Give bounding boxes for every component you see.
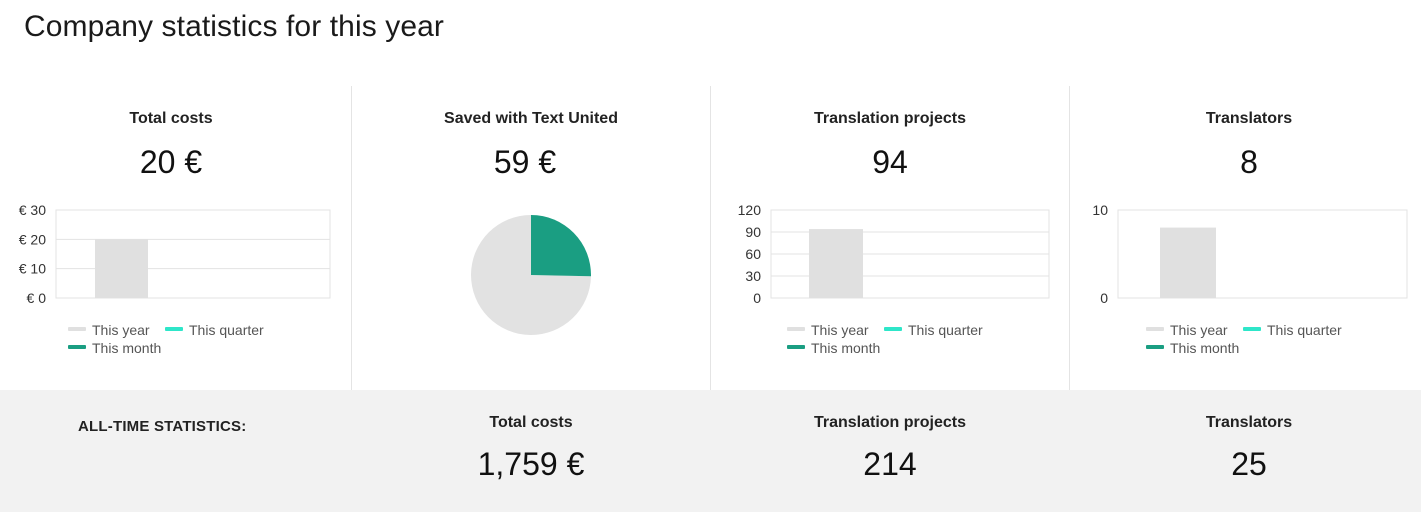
legend-item-this-year[interactable]: This year (1146, 322, 1228, 338)
costs-bar-chart: € 0 € 10 € 20 € 30 (19, 202, 331, 306)
card-title: Total costs (129, 110, 213, 127)
alltime-total-costs: Total costs 1,759 € (352, 390, 710, 512)
legend-item-this-quarter[interactable]: This quarter (1243, 322, 1342, 338)
alltime-translators: Translators 25 (1070, 390, 1421, 512)
legend-swatch (68, 345, 86, 350)
bar-this-year (1160, 227, 1216, 298)
bar-this-year (809, 229, 863, 298)
alltime-value: 1,759 € (477, 446, 585, 482)
card-value: 94 (872, 144, 908, 180)
alltime-heading: ALL-TIME STATISTICS: (78, 418, 247, 435)
y-tick-label: 90 (745, 224, 761, 240)
legend-swatch (1243, 327, 1261, 332)
projects-bar-chart: 0 30 60 90 120 (738, 202, 1050, 306)
legend-item-this-year[interactable]: This year (787, 322, 869, 338)
alltime-translation-projects: Translation projects 214 (711, 390, 1069, 512)
pie-slice-highlight (531, 215, 591, 277)
translators-bar-chart: 0 10 (1092, 202, 1408, 306)
pie-slice-rest (471, 215, 591, 335)
y-tick-label: 0 (1100, 290, 1108, 306)
card-value: 8 (1240, 144, 1258, 180)
y-tick-label: 120 (738, 202, 762, 218)
card-translation-projects: Translation projects 94 0 30 60 90 120 This … (711, 86, 1069, 390)
alltime-value: 214 (863, 446, 917, 482)
y-tick-label: € 20 (19, 231, 46, 247)
divider (710, 86, 711, 390)
legend-swatch (884, 327, 902, 332)
legend-item-this-month[interactable]: This month (68, 340, 161, 356)
card-title: Translation projects (813, 110, 967, 127)
legend-swatch (68, 327, 86, 332)
legend-item-this-quarter[interactable]: This quarter (165, 322, 264, 338)
y-tick-label: 0 (753, 290, 761, 306)
y-tick-label: € 30 (19, 202, 46, 218)
legend-item-this-year[interactable]: This year (68, 322, 150, 338)
card-title: Translators (1205, 110, 1293, 127)
alltime-label: Translation projects (813, 414, 967, 431)
legend-swatch (787, 345, 805, 350)
page-title: Company statistics for this year (24, 10, 445, 43)
legend-swatch (787, 327, 805, 332)
card-translators: Translators 8 0 10 This year This quarter… (1070, 86, 1421, 390)
legend-swatch (1146, 327, 1164, 332)
alltime-stats-bar: ALL-TIME STATISTICS: Total costs 1,759 €… (0, 390, 1421, 512)
divider (1069, 86, 1070, 390)
alltime-label: Translators (1205, 414, 1293, 431)
saved-pie-chart (471, 215, 591, 335)
legend-item-this-quarter[interactable]: This quarter (884, 322, 983, 338)
divider (351, 86, 352, 390)
y-tick-label: € 10 (19, 261, 46, 277)
y-tick-label: € 0 (27, 290, 47, 306)
alltime-value: 25 (1231, 446, 1267, 482)
alltime-label: Total costs (489, 414, 573, 431)
card-value: 59 € (493, 144, 557, 180)
card-title: Saved with Text United (444, 110, 618, 127)
card-saved: Saved with Text United 59 € (352, 86, 710, 390)
y-tick-label: 60 (745, 246, 761, 262)
legend-item-this-month[interactable]: This month (787, 340, 880, 356)
y-tick-label: 10 (1092, 202, 1108, 218)
y-tick-label: 30 (745, 268, 761, 284)
legend-swatch (165, 327, 183, 332)
card-value: 20 € (139, 144, 203, 180)
stat-cards: Total costs 20 € € 0 € 10 € 20 € 30 This ye… (0, 86, 1421, 390)
legend-item-this-month[interactable]: This month (1146, 340, 1239, 356)
legend-swatch (1146, 345, 1164, 350)
bar-this-year (95, 239, 148, 298)
card-total-costs: Total costs 20 € € 0 € 10 € 20 € 30 This ye… (0, 86, 351, 390)
